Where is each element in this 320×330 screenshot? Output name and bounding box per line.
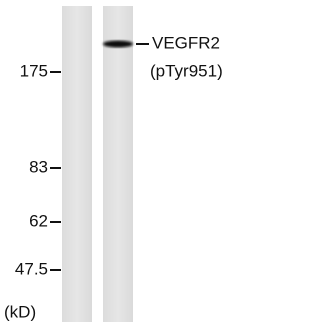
band — [103, 41, 133, 48]
lane-2 — [103, 6, 133, 322]
band-name: VEGFR2 — [152, 33, 220, 52]
blot-figure: VEGFR2 (pTyr951) 175 83 62 47.5 (kD) — [0, 0, 241, 325]
marker-label: 62 — [29, 211, 48, 230]
unit-label: (kD) — [4, 302, 36, 321]
marker-label: 47.5 — [15, 259, 48, 278]
marker-label: 83 — [29, 157, 48, 176]
lane-1 — [62, 6, 92, 322]
band-site: (pTyr951) — [150, 61, 223, 80]
marker-label: 175 — [20, 61, 48, 80]
